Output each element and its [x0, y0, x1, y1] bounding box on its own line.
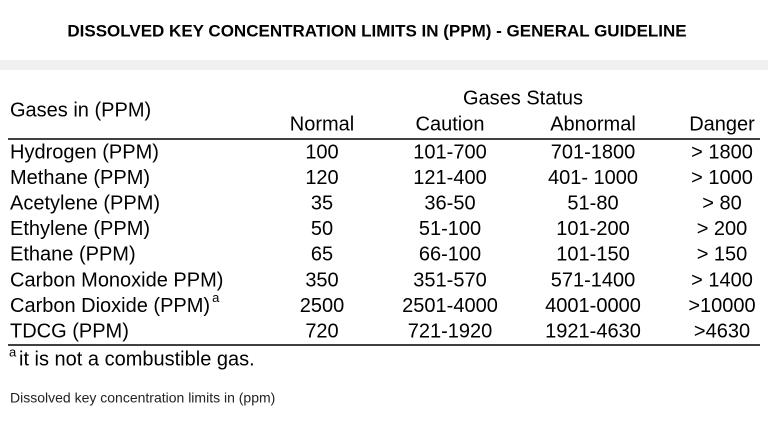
cell-value: 50: [311, 218, 333, 240]
cell-value: 571-1400: [551, 269, 636, 291]
cell-value: > 80: [702, 192, 741, 214]
row-header: Gases in (PPM): [10, 99, 151, 121]
column-header: Normal: [290, 113, 354, 135]
gas-name: TDCG (PPM): [10, 320, 129, 342]
cell-value: 120: [305, 167, 338, 189]
cell-value: 350: [305, 269, 338, 291]
cell-value: 101-700: [413, 141, 486, 163]
column-header: Caution: [416, 113, 485, 135]
gas-name: Carbon Monoxide PPM): [10, 269, 223, 291]
cell-value: > 1000: [691, 167, 753, 189]
cell-value: 1921-4630: [545, 320, 641, 342]
caption: Dissolved key concentration limits in (p…: [10, 390, 275, 406]
cell-value: 51-100: [419, 218, 481, 240]
cell-value: 2501-4000: [402, 295, 498, 317]
cell-value: >10000: [688, 295, 755, 317]
cell-value: 401- 1000: [548, 167, 638, 189]
cell-value: 101-150: [556, 244, 629, 266]
gas-name: Methane (PPM): [10, 167, 150, 189]
cell-value: > 200: [697, 218, 748, 240]
cell-value: > 150: [697, 244, 748, 266]
cell-value: 4001-0000: [545, 295, 641, 317]
cell-value: 66-100: [419, 244, 481, 266]
column-header: Danger: [689, 113, 755, 135]
cell-value: 2500: [300, 295, 345, 317]
footnote-marker: a: [9, 344, 17, 359]
note-marker: a: [212, 290, 220, 305]
cell-value: 351-570: [413, 269, 486, 291]
cell-value: 36-50: [424, 192, 475, 214]
cell-value: > 1800: [691, 141, 753, 163]
slide-title: DISSOLVED KEY CONCENTRATION LIMITS IN (P…: [67, 21, 686, 40]
cell-value: 701-1800: [551, 141, 636, 163]
band: [0, 60, 768, 70]
cell-value: 121-400: [413, 167, 486, 189]
cell-value: 720: [305, 320, 338, 342]
cell-value: 51-80: [567, 192, 618, 214]
cell-value: 65: [311, 244, 333, 266]
footnote: it is not a combustible gas.: [19, 348, 255, 370]
cell-value: 100: [305, 141, 338, 163]
gas-name: Carbon Dioxide (PPM): [10, 295, 210, 317]
gas-name: Ethylene (PPM): [10, 218, 150, 240]
column-header: Abnormal: [550, 113, 636, 135]
cell-value: >4630: [694, 320, 750, 342]
gas-name: Acetylene (PPM): [10, 192, 160, 214]
cell-value: 721-1920: [408, 320, 493, 342]
gas-name: Hydrogen (PPM): [10, 141, 159, 163]
cell-value: 35: [311, 192, 333, 214]
cell-value: 101-200: [556, 218, 629, 240]
group-header: Gases Status: [463, 87, 583, 109]
cell-value: > 1400: [691, 269, 753, 291]
gas-name: Ethane (PPM): [10, 244, 136, 266]
